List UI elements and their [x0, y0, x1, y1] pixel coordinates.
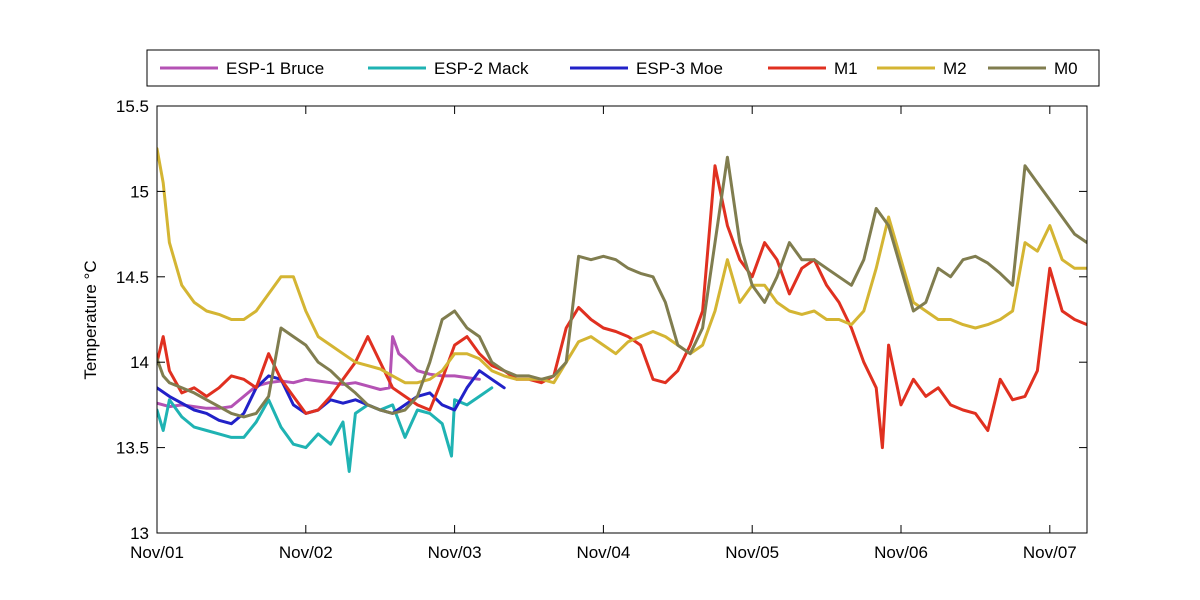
plot-frame — [156, 105, 1088, 534]
legend-label-esp-3-moe: ESP-3 Moe — [636, 59, 723, 78]
series-layer — [157, 147, 1087, 473]
y-axis: 13 13.5 14 14.5 15 15.5 — [116, 97, 1087, 543]
x-tick-label: Nov/05 — [725, 543, 779, 562]
legend-label-m0: M0 — [1054, 59, 1078, 78]
y-tick-label: 13 — [130, 524, 149, 543]
legend-label-esp-1-bruce: ESP-1 Bruce — [226, 59, 324, 78]
y-tick-label: 13.5 — [116, 439, 149, 458]
series-line-esp-1-bruce — [157, 335, 481, 410]
y-axis-label: Temperature °C — [81, 260, 100, 379]
x-tick-label: Nov/01 — [130, 543, 184, 562]
y-tick-label: 14.5 — [116, 268, 149, 287]
series-line-m2 — [157, 147, 1087, 385]
legend-label-esp-2-mack: ESP-2 Mack — [434, 59, 529, 78]
x-tick-label: Nov/03 — [428, 543, 482, 562]
series-line-esp-3-moe — [157, 369, 506, 426]
plot-area — [156, 105, 1088, 534]
y-tick-label: 15 — [130, 182, 149, 201]
series-line-m0 — [157, 155, 1087, 419]
x-axis: Nov/01 Nov/02 Nov/03 Nov/04 Nov/05 Nov/06 Nov/… — [130, 106, 1077, 562]
y-tick-label: 15.5 — [116, 97, 149, 116]
x-tick-label: Nov/02 — [279, 543, 333, 562]
legend-label-m2: M2 — [943, 59, 967, 78]
series-line-m1 — [157, 164, 1087, 450]
y-tick-label: 14 — [130, 353, 149, 372]
x-tick-label: Nov/06 — [874, 543, 928, 562]
legend: ESP-1 Bruce ESP-2 Mack ESP-3 Moe M1 M2 M0 — [146, 49, 1100, 87]
series-line-esp-2-mack — [157, 386, 494, 473]
x-tick-label: Nov/04 — [576, 543, 630, 562]
x-tick-label: Nov/07 — [1023, 543, 1077, 562]
legend-label-m1: M1 — [834, 59, 858, 78]
